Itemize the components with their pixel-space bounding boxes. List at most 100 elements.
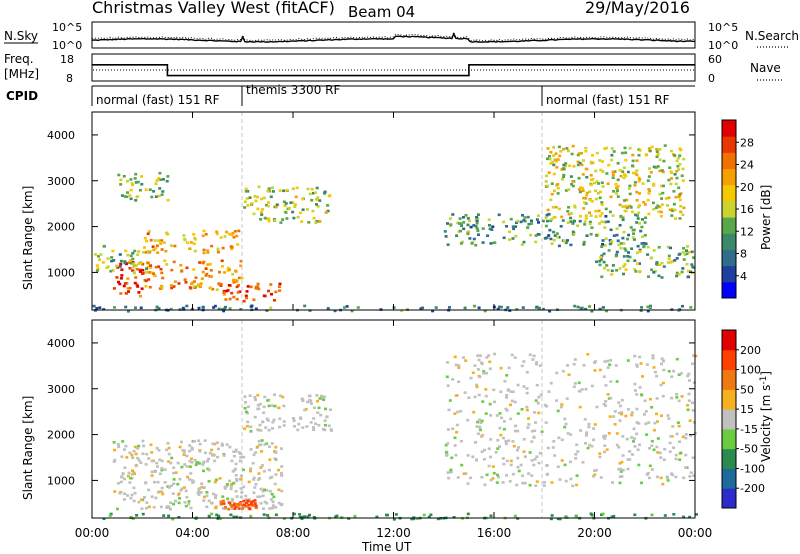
echo-cell [635, 393, 639, 396]
echo-cell [119, 183, 123, 186]
echo-cell [584, 442, 587, 445]
echo-cell [660, 169, 664, 172]
echo-cell [475, 425, 479, 428]
echo-cell [144, 285, 148, 288]
echo-cell [577, 176, 581, 180]
echo-cell [646, 305, 650, 309]
echo-cell [188, 247, 192, 250]
echo-cell [526, 426, 530, 429]
echo-cell [221, 246, 225, 250]
echo-cell [575, 515, 578, 519]
echo-cell [182, 449, 186, 452]
echo-cell [638, 248, 642, 252]
echo-cell [246, 204, 250, 207]
echo-cell [170, 484, 174, 487]
echo-cell [219, 500, 223, 504]
colorbar-swatch [722, 233, 736, 250]
echo-cell [619, 470, 623, 473]
echo-cell [680, 270, 684, 274]
echo-cell [335, 514, 339, 518]
echo-cell [270, 492, 274, 496]
echo-cell [636, 214, 639, 217]
echo-cell [533, 458, 537, 461]
echo-cell [584, 387, 588, 391]
echo-cell [545, 464, 549, 467]
echo-cell [488, 402, 492, 406]
echo-cell [613, 423, 617, 426]
echo-cell [550, 514, 554, 517]
echo-cell [680, 174, 684, 178]
echo-cell [635, 190, 639, 194]
echo-cell [136, 285, 140, 288]
echo-cell [494, 451, 498, 454]
echo-cell [604, 384, 608, 387]
echo-cell [583, 418, 587, 421]
echo-cell [224, 289, 228, 293]
echo-cell [535, 362, 538, 366]
echo-cell [594, 215, 598, 218]
echo-cell [475, 222, 479, 225]
echo-cell [216, 455, 219, 459]
echo-cell [499, 433, 503, 437]
echo-cell [557, 145, 561, 149]
echo-cell [247, 503, 251, 507]
echo-cell [285, 188, 289, 192]
echo-cell [462, 227, 466, 231]
echo-cell [169, 307, 173, 311]
echo-cell [152, 190, 156, 193]
echo-cell [122, 284, 126, 288]
echo-cell [620, 151, 624, 155]
echo-cell [144, 188, 148, 191]
echo-cell [675, 176, 679, 180]
echo-cell [483, 448, 486, 452]
echo-cell [278, 417, 282, 421]
echo-cell [628, 204, 632, 208]
echo-cell [189, 472, 193, 475]
echo-cell [259, 429, 263, 432]
echo-cell [261, 490, 265, 493]
echo-cell [632, 228, 636, 232]
echo-cell [685, 262, 689, 266]
echo-cell [146, 261, 150, 265]
echo-cell [156, 251, 160, 254]
echo-cell [268, 489, 272, 493]
echo-cell [229, 485, 233, 488]
echo-cell [427, 515, 431, 519]
echo-cell [588, 198, 592, 202]
echo-cell [625, 437, 629, 441]
echo-cell [643, 203, 647, 206]
echo-cell [165, 179, 169, 183]
echo-cell [147, 230, 151, 233]
colorbar-tick-label: 15 [740, 403, 754, 416]
echo-cell [113, 490, 117, 493]
echo-cell [271, 504, 275, 507]
echo-cell [679, 148, 683, 152]
echo-cell [217, 307, 221, 311]
echo-cell [138, 188, 142, 192]
echo-cell [232, 281, 236, 284]
echo-cell [603, 444, 607, 447]
echo-cell [329, 408, 332, 411]
echo-cell [674, 453, 678, 457]
echo-cell [271, 186, 274, 189]
echo-cell [546, 208, 550, 212]
echo-cell [117, 280, 120, 284]
echo-cell [200, 482, 204, 486]
echo-cell [180, 465, 184, 469]
echo-cell [119, 480, 123, 484]
cpid-label: CPID [6, 89, 38, 103]
echo-cell [572, 362, 576, 366]
colorbar-swatch [722, 428, 736, 450]
echo-cell [238, 290, 242, 293]
echo-cell [159, 241, 162, 244]
echo-cell [252, 491, 256, 495]
echo-cell [177, 516, 181, 519]
power-colorbar-label: Power [dB] [759, 185, 773, 250]
echo-cell [124, 444, 128, 448]
echo-cell [550, 192, 554, 196]
power-ylabel: Slant Range [km] [21, 186, 35, 290]
echo-cell [650, 256, 653, 260]
echo-cell [656, 451, 660, 454]
echo-cell [684, 466, 688, 469]
